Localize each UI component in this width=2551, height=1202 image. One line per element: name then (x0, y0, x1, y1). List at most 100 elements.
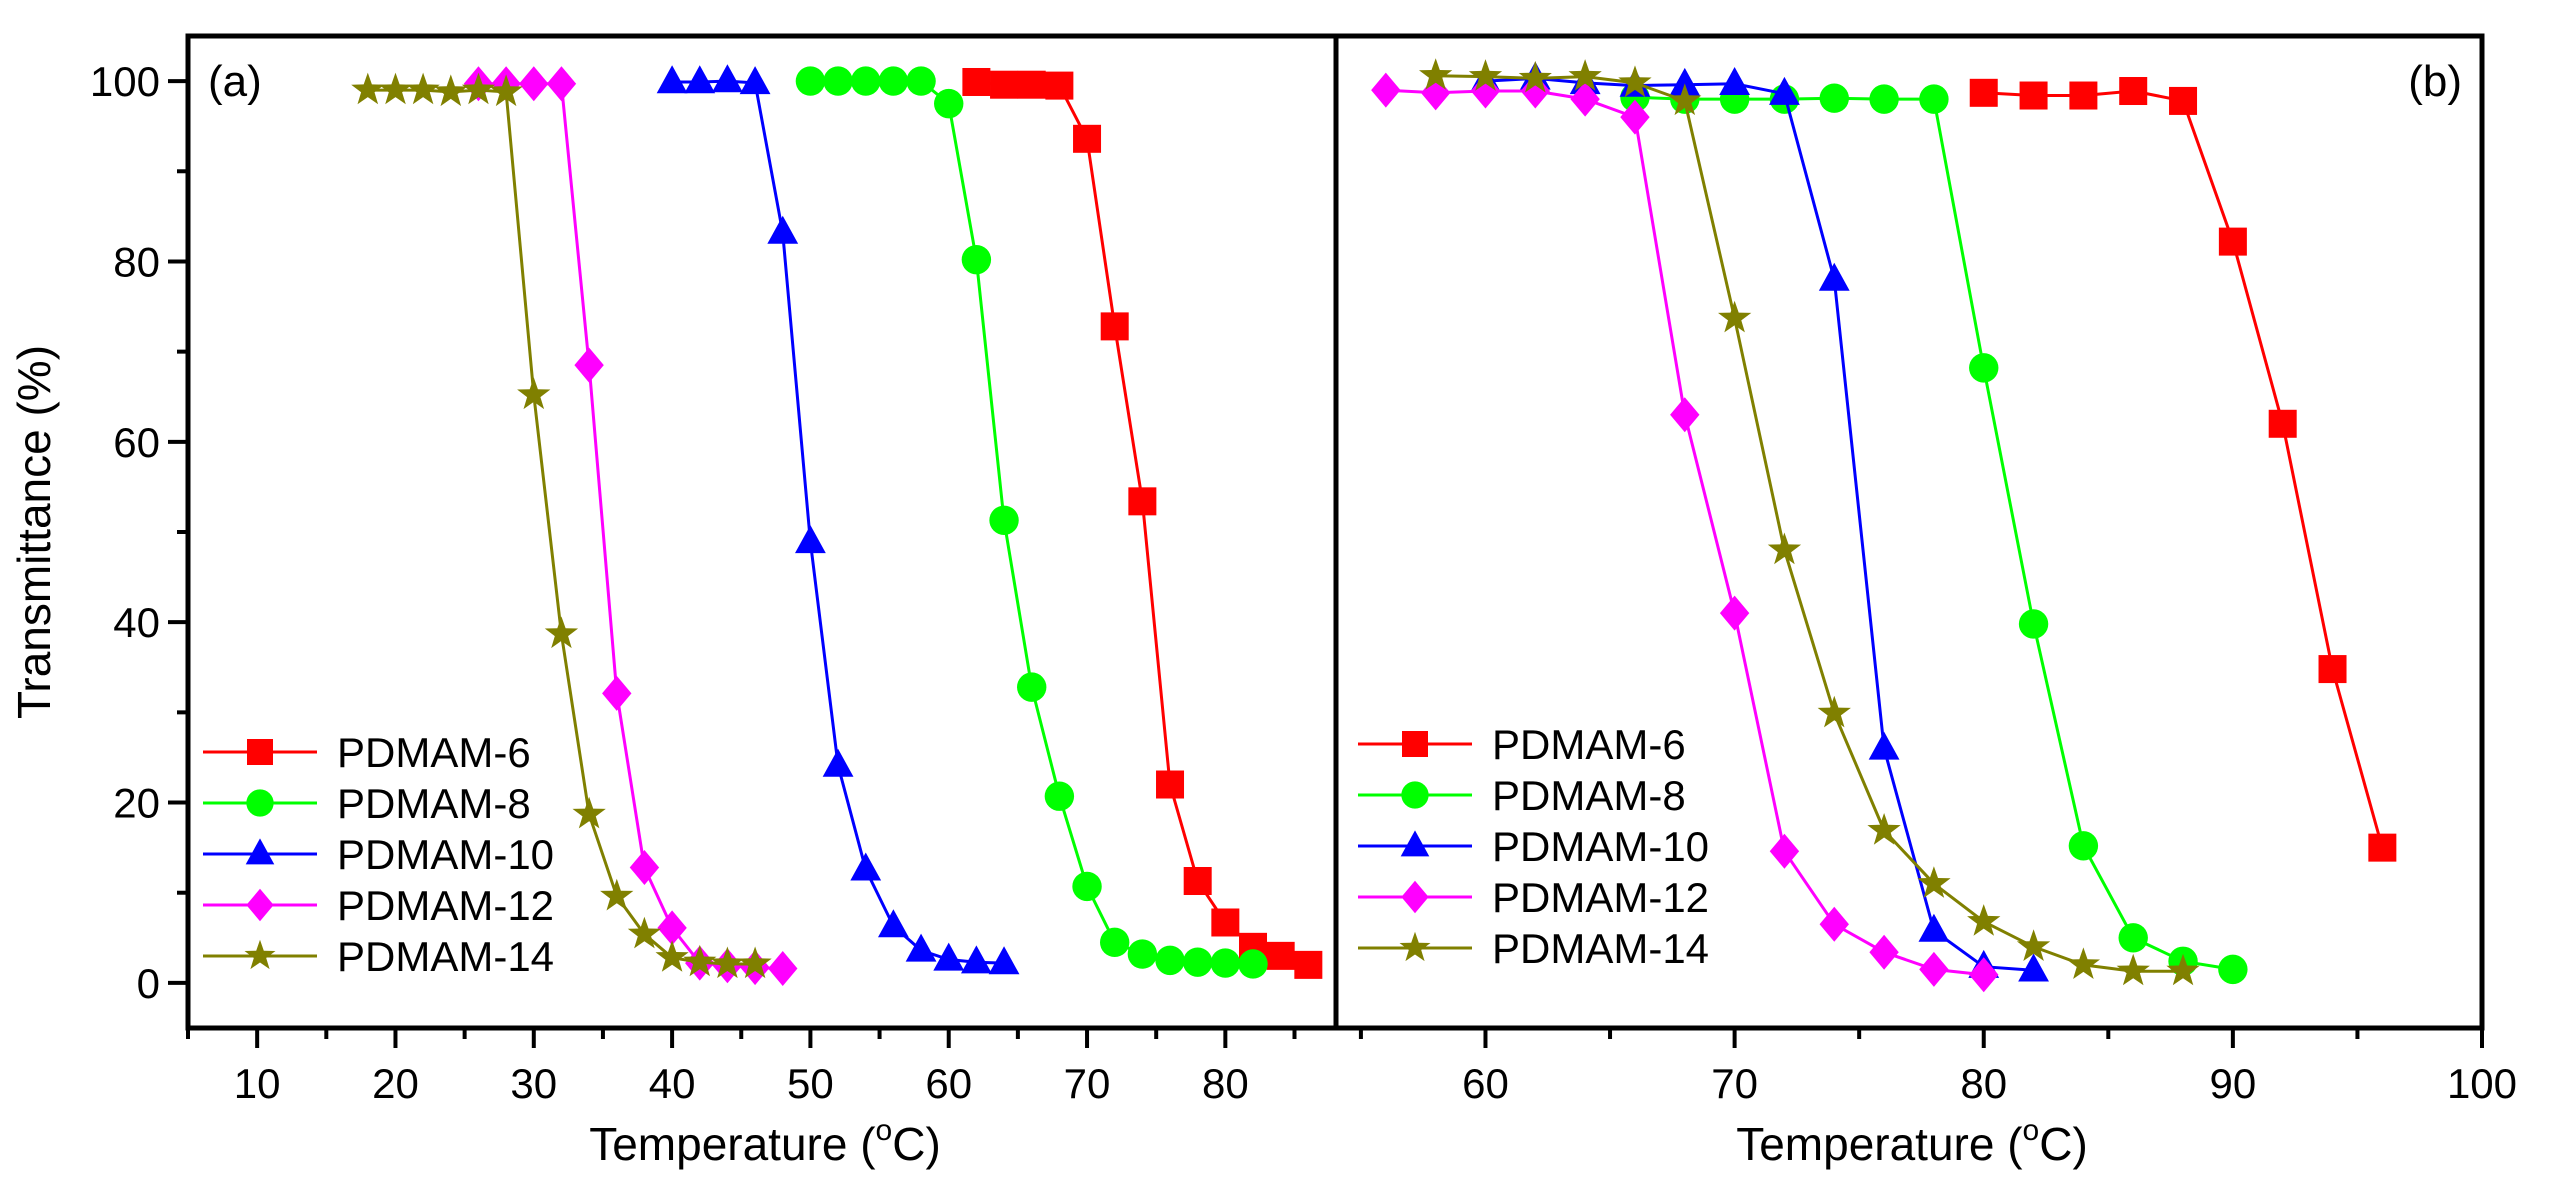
legend-item: PDMAM-6 (1358, 721, 1686, 768)
legend-label: PDMAM-8 (337, 780, 531, 827)
x-tick-label: 60 (925, 1060, 972, 1107)
data-point (961, 244, 992, 275)
x-axis-title-unit: C) (892, 1118, 941, 1170)
data-point (878, 66, 909, 96)
data-point (351, 72, 385, 105)
data-point (822, 748, 854, 777)
data-point (656, 65, 688, 94)
legend-item: PDMAM-8 (203, 780, 531, 827)
data-point (990, 70, 1019, 99)
data-point (1072, 871, 1102, 902)
data-point (1668, 83, 1702, 116)
legend-item: PDMAM-12 (203, 882, 554, 929)
data-point (1869, 84, 1899, 114)
data-point (1967, 904, 2001, 936)
data-point (934, 88, 964, 119)
data-point (2019, 81, 2048, 110)
x-tick-label: 80 (1202, 1060, 1249, 1107)
data-point (850, 852, 882, 881)
y-tick-label: 100 (90, 58, 160, 105)
data-point (519, 66, 549, 102)
data-point (1620, 99, 1650, 135)
data-point (1718, 300, 1752, 333)
legend-label: PDMAM-12 (337, 882, 554, 929)
data-point (905, 933, 937, 962)
plot-frame (1333, 33, 2485, 1031)
data-point (2118, 923, 2148, 953)
data-point (1266, 941, 1295, 970)
data-point (795, 525, 826, 554)
data-point (906, 66, 936, 96)
series-line (672, 79, 1005, 965)
legend-marker (246, 789, 274, 817)
data-point (1669, 67, 1701, 96)
series-line (1435, 74, 2183, 973)
legend-item: PDMAM-12 (1358, 874, 1709, 921)
data-point (684, 65, 716, 94)
legend-marker (245, 838, 275, 865)
legend-item: PDMAM-14 (203, 933, 554, 980)
data-point (406, 72, 440, 105)
data-point (2268, 409, 2297, 438)
data-point (546, 66, 577, 102)
data-point (989, 505, 1019, 535)
legend-item: PDMAM-14 (1358, 925, 1709, 972)
data-point (2016, 929, 2051, 961)
data-point (2218, 954, 2248, 985)
data-point (1817, 695, 1851, 728)
series-line (1634, 95, 2234, 971)
data-point (489, 74, 523, 107)
data-point (2018, 953, 2049, 982)
data-point (683, 944, 717, 977)
y-axis-title: Transmittance (%) (8, 345, 60, 719)
data-point (768, 950, 798, 986)
y-tick-label: 80 (113, 238, 160, 285)
data-point (1869, 934, 1899, 970)
data-point (1017, 70, 1046, 99)
legend-label: PDMAM-12 (1492, 874, 1709, 921)
data-point (572, 796, 606, 829)
data-point (1918, 913, 1950, 942)
data-point (1238, 949, 1268, 979)
legend-label: PDMAM-6 (1492, 721, 1686, 768)
data-point (1818, 262, 1850, 291)
data-point (1670, 397, 1700, 433)
x-tick-label: 80 (1960, 1060, 2007, 1107)
data-point (739, 66, 771, 95)
data-point (1100, 312, 1129, 341)
data-point (1867, 813, 1901, 845)
data-point (461, 72, 496, 105)
data-point (517, 377, 551, 410)
data-point (1570, 81, 1600, 117)
legend-label: PDMAM-10 (337, 831, 554, 878)
legend-marker (1400, 830, 1430, 857)
series-pdmam-12 (1371, 72, 1999, 993)
panel-label: (b) (2408, 57, 2462, 106)
data-point (1371, 72, 1401, 108)
data-point (1073, 124, 1102, 153)
data-point (1155, 945, 1185, 976)
x-axis-title-degree: o (2023, 1114, 2040, 1147)
data-point (712, 64, 743, 93)
data-point (1211, 908, 1240, 937)
data-point (1969, 957, 1999, 993)
data-point (2318, 655, 2347, 684)
data-point (1618, 65, 1652, 98)
data-point (1769, 76, 1800, 105)
series-line (976, 80, 1309, 967)
x-axis-title-text: Temperature ( (589, 1118, 876, 1170)
data-point (2069, 81, 2098, 110)
x-axis-title: Temperature (oC) (589, 1114, 941, 1170)
legend-label: PDMAM-14 (337, 933, 554, 980)
data-point (1183, 867, 1212, 896)
data-point (2119, 77, 2148, 106)
legend-marker (1399, 931, 1431, 962)
data-point (933, 942, 965, 971)
y-tick-label: 20 (113, 780, 160, 827)
series-line (1983, 89, 2384, 849)
data-point (1468, 59, 1503, 91)
data-point (1156, 770, 1185, 799)
legend-label: PDMAM-14 (1492, 925, 1709, 972)
